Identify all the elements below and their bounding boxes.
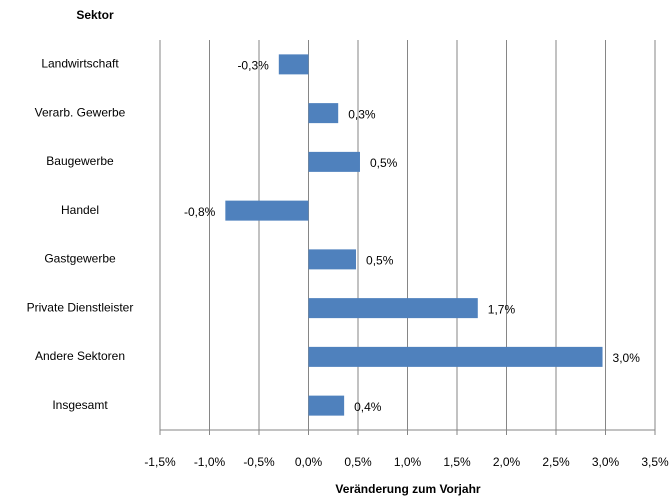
value-label: 0,3% bbox=[348, 107, 376, 121]
y-tick-label: Insgesamt bbox=[52, 398, 108, 412]
y-tick-label: Andere Sektoren bbox=[35, 349, 125, 363]
x-tick-label: 3,0% bbox=[592, 455, 620, 469]
x-tick-label: 2,0% bbox=[493, 455, 521, 469]
value-label: 1,7% bbox=[488, 302, 516, 316]
bar bbox=[308, 395, 345, 416]
bar bbox=[308, 298, 478, 319]
y-tick-label: Baugewerbe bbox=[46, 154, 114, 168]
y-tick-label: Gastgewerbe bbox=[44, 252, 116, 266]
bar bbox=[308, 249, 357, 270]
y-tick-label: Verarb. Gewerbe bbox=[35, 105, 126, 119]
x-tick-label: -1,5% bbox=[144, 455, 176, 469]
value-label: 0,4% bbox=[354, 400, 382, 414]
x-axis-label: Veränderung zum Vorjahr bbox=[335, 482, 480, 496]
x-tick-label: 3,5% bbox=[641, 455, 669, 469]
chart-title: Sektor bbox=[76, 8, 114, 22]
x-tick-label: 2,5% bbox=[542, 455, 570, 469]
value-label: -0,3% bbox=[237, 59, 269, 73]
x-tick-label: 0,5% bbox=[344, 455, 372, 469]
y-tick-label: Private Dienstleister bbox=[27, 300, 134, 314]
bar bbox=[308, 346, 603, 367]
bar bbox=[308, 103, 339, 124]
x-tick-label: -1,0% bbox=[194, 455, 226, 469]
value-label: 0,5% bbox=[366, 254, 394, 268]
y-tick-label: Landwirtschaft bbox=[41, 57, 119, 71]
x-tick-label: 0,0% bbox=[295, 455, 323, 469]
value-label: -0,8% bbox=[184, 205, 216, 219]
x-tick-label: 1,5% bbox=[443, 455, 471, 469]
value-label: 0,5% bbox=[370, 156, 398, 170]
y-tick-label: Handel bbox=[61, 203, 99, 217]
bar bbox=[308, 151, 360, 172]
bar bbox=[225, 200, 309, 221]
x-tick-label: 1,0% bbox=[394, 455, 422, 469]
value-label: 3,0% bbox=[613, 351, 641, 365]
bar bbox=[278, 54, 309, 75]
x-tick-label: -0,5% bbox=[243, 455, 275, 469]
